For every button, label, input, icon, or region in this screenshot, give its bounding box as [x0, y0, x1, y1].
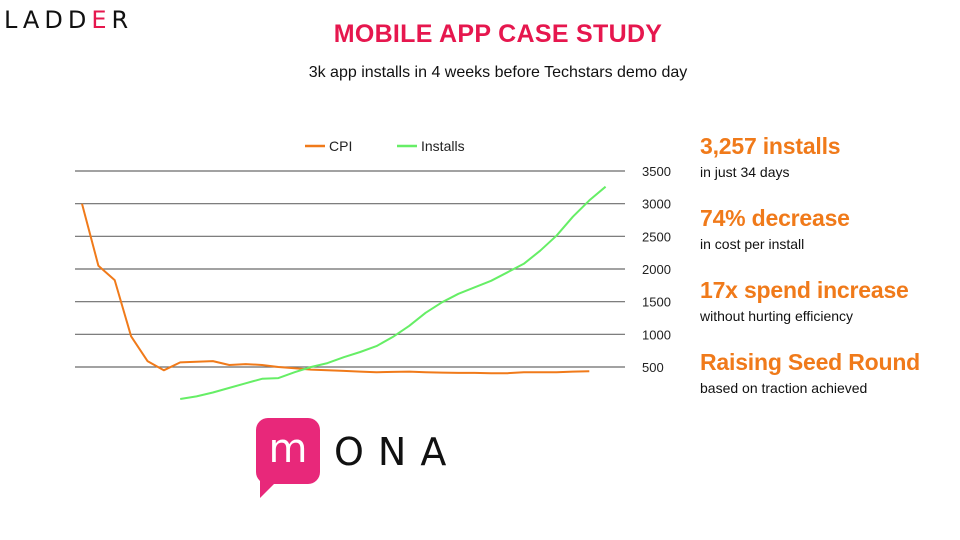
brand-name: ONA — [334, 430, 461, 474]
stat-detail: in just 34 days — [700, 164, 790, 180]
page-title: MOBILE APP CASE STUDY — [333, 20, 663, 48]
installs-series-line — [180, 185, 607, 400]
stat-headline: 3,257 installs — [700, 133, 841, 159]
stat-spend-increase: 17x spend increase without hurting effic… — [700, 276, 950, 326]
y-tick-label: 1500 — [642, 295, 671, 310]
chart-series — [81, 185, 607, 400]
legend-label-installs: Installs — [421, 138, 465, 154]
brand-icon-letter: m — [269, 426, 308, 472]
cpi-series-line — [81, 203, 590, 375]
stat-detail: based on traction achieved — [700, 380, 868, 396]
chart-legend: CPI Installs — [305, 138, 465, 154]
y-tick-label: 1000 — [642, 327, 671, 342]
stat-headline: Raising Seed Round — [700, 349, 921, 375]
stat-detail: without hurting efficiency — [700, 308, 854, 324]
stat-headline: 74% decrease — [700, 205, 850, 231]
stat-seed-round: Raising Seed Round based on traction ach… — [700, 348, 950, 398]
y-tick-label: 3000 — [642, 197, 671, 212]
stat-installs: 3,257 installs in just 34 days — [700, 132, 950, 182]
y-tick-label: 500 — [642, 360, 664, 375]
stat-headline: 17x spend increase — [700, 277, 909, 303]
y-tick-label: 3500 — [642, 164, 671, 179]
stat-detail: in cost per install — [700, 236, 805, 252]
page-subtitle: 3k app installs in 4 weeks before Techst… — [308, 64, 688, 81]
stat-cpi-decrease: 74% decrease in cost per install — [700, 204, 950, 254]
ladder-logo: LADDER — [4, 6, 134, 34]
y-tick-label: 2500 — [642, 229, 671, 244]
y-tick-label: 2000 — [642, 262, 671, 277]
legend-label-cpi: CPI — [329, 138, 352, 154]
stats-panel: 3,257 installs in just 34 days 74% decre… — [700, 132, 950, 420]
grid-lines — [75, 170, 625, 368]
mona-chat-bubble-icon: m — [256, 418, 320, 498]
y-axis-ticks: 500 1000 1500 2000 2500 3000 3500 — [642, 164, 671, 375]
